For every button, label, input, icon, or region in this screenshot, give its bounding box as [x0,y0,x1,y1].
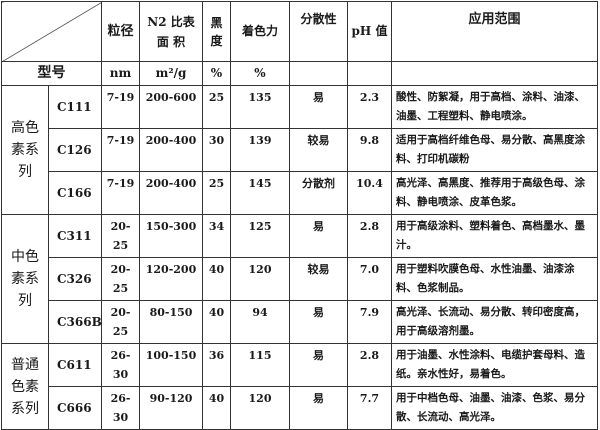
cell-blackness: 34 [202,214,231,258]
table-row: C166 7-19 200-400 25 145 分散剂 10.4 高光泽、高黑度、推荐用于高… [2,171,598,215]
cell-particle-size: 20-25 [101,300,140,344]
cell-blackness: 25 [202,85,231,129]
unit-surface-area: m²/g [139,61,203,86]
header-particle-size: 粒径 [101,1,140,62]
cell-particle-size: 20-25 [101,214,140,258]
cell-dispersion: 易 [289,214,348,258]
cell-ph: 2.3 [347,85,392,129]
units-row: 型号 nm m²/g % % [1,61,598,86]
table-row: C366B 20-25 80-150 40 94 易 7.9 高光泽、长流动、易分散、转印密度… [2,300,598,344]
cell-application: 用于高级涂料、塑料着色、高档墨水、墨汁。 [391,214,598,258]
cell-ph: 7.9 [347,300,392,344]
cell-tinting: 94 [230,300,290,344]
model-code: C666 [48,386,102,430]
header-row: 粒径 N2 比表面 积 黑度 着色力 分散性 pH 值 应用范围 [1,1,598,62]
model-code: C166 [48,171,102,215]
series-name: 高色素系列 [1,85,49,215]
cell-particle-size: 26-30 [101,386,140,430]
table-row: C326 20-25 120-200 40 120 较易 7.0 用于塑料吹膜色母、水性油墨、… [2,257,598,301]
header-ph: pH 值 [347,1,392,62]
cell-dispersion: 易 [289,386,348,430]
cell-application: 适用于高档纤维色母、易分散、高黑度涂料、打印机碳粉 [391,128,598,172]
unit-ph [347,61,392,86]
cell-ph: 10.4 [347,171,392,215]
cell-application: 高光泽、高黑度、推荐用于高级色母、涂料、静电喷涂、皮革色浆。 [391,171,598,215]
cell-surface-area: 200-400 [139,128,203,172]
cell-particle-size: 26-30 [101,343,140,387]
series-name: 普通色素系列 [1,343,49,430]
cell-application: 用于塑料吹膜色母、水性油墨、油漆涂料、色浆制品。 [391,257,598,301]
cell-tinting: 120 [230,386,290,430]
header-application: 应用范围 [391,1,598,62]
header-dispersion: 分散性 [289,1,348,62]
table-row: 普通色素系列 C611 26-30 100-150 36 115 易 2.8 用于油墨、水性涂料… [1,343,598,430]
cell-ph: 7.0 [347,257,392,301]
cell-surface-area: 90-120 [139,386,203,430]
cell-dispersion: 易 [289,85,348,129]
cell-ph: 9.8 [347,128,392,172]
model-label: 型号 [1,61,102,86]
cell-blackness: 25 [202,171,231,215]
unit-tinting: % [230,61,290,86]
table-row: C666 26-30 90-120 40 120 易 7.7 用于中档色母、油墨、油漆、色浆、… [2,386,598,430]
table-body: 高色素系列 C111 7-19 200-600 25 135 易 2.3 酸性、防絮凝，用于高档… [1,85,598,430]
model-code: C326 [48,257,102,301]
cell-tinting: 135 [230,85,290,129]
cell-particle-size: 7-19 [101,128,140,172]
cell-surface-area: 100-150 [139,343,203,387]
cell-particle-size: 7-19 [101,171,140,215]
cell-tinting: 139 [230,128,290,172]
cell-blackness: 40 [202,386,231,430]
cell-dispersion: 较易 [289,128,348,172]
cell-tinting: 115 [230,343,290,387]
cell-dispersion: 易 [289,300,348,344]
cell-blackness: 40 [202,300,231,344]
cell-surface-area: 150-300 [139,214,203,258]
table-row: 中色素系列 C311 20-25 150-300 34 125 易 2.8 用于高级涂料、塑料着… [1,214,598,344]
cell-surface-area: 200-600 [139,85,203,129]
unit-application [391,61,598,86]
cell-dispersion: 较易 [289,257,348,301]
header-surface-area: N2 比表面 积 [139,1,203,62]
cell-blackness: 30 [202,128,231,172]
cell-ph: 2.8 [347,343,392,387]
model-code: C311 [48,214,102,258]
cell-application: 酸性、防絮凝，用于高档、涂料、油漆、油墨、工程塑料、静电喷涂。 [391,85,598,129]
cell-blackness: 40 [202,257,231,301]
unit-dispersion [289,61,348,86]
cell-tinting: 125 [230,214,290,258]
cell-particle-size: 20-25 [101,257,140,301]
model-code: C611 [48,343,102,387]
cell-application: 用于油墨、水性涂料、电缆护套母料、造纸。亲水性好，易着色。 [391,343,598,387]
cell-dispersion: 分散剂 [289,171,348,215]
diagonal-corner-cell [1,1,102,62]
model-code: C366B [48,300,102,344]
cell-ph: 7.7 [347,386,392,430]
cell-ph: 2.8 [347,214,392,258]
model-code: C126 [48,128,102,172]
cell-particle-size: 7-19 [101,85,140,129]
cell-dispersion: 易 [289,343,348,387]
series-name: 中色素系列 [1,214,49,344]
cell-surface-area: 80-150 [139,300,203,344]
cell-application: 用于中档色母、油墨、油漆、色浆、易分散、长流动、高光泽。 [391,386,598,430]
cell-tinting: 145 [230,171,290,215]
cell-tinting: 120 [230,257,290,301]
cell-surface-area: 200-400 [139,171,203,215]
unit-particle-size: nm [101,61,140,86]
cell-blackness: 36 [202,343,231,387]
header-blackness: 黑度 [202,1,231,62]
cell-application: 高光泽、长流动、易分散、转印密度高，用于高级溶剂墨。 [391,300,598,344]
cell-surface-area: 120-200 [139,257,203,301]
table-row: C126 7-19 200-400 30 139 较易 9.8 适用于高档纤维色母、易分散、高… [2,128,598,172]
header-tinting: 着色力 [230,1,290,62]
model-code: C111 [48,85,102,129]
table-row: 高色素系列 C111 7-19 200-600 25 135 易 2.3 酸性、防絮凝，用于高档… [1,85,598,215]
unit-blackness: % [202,61,231,86]
